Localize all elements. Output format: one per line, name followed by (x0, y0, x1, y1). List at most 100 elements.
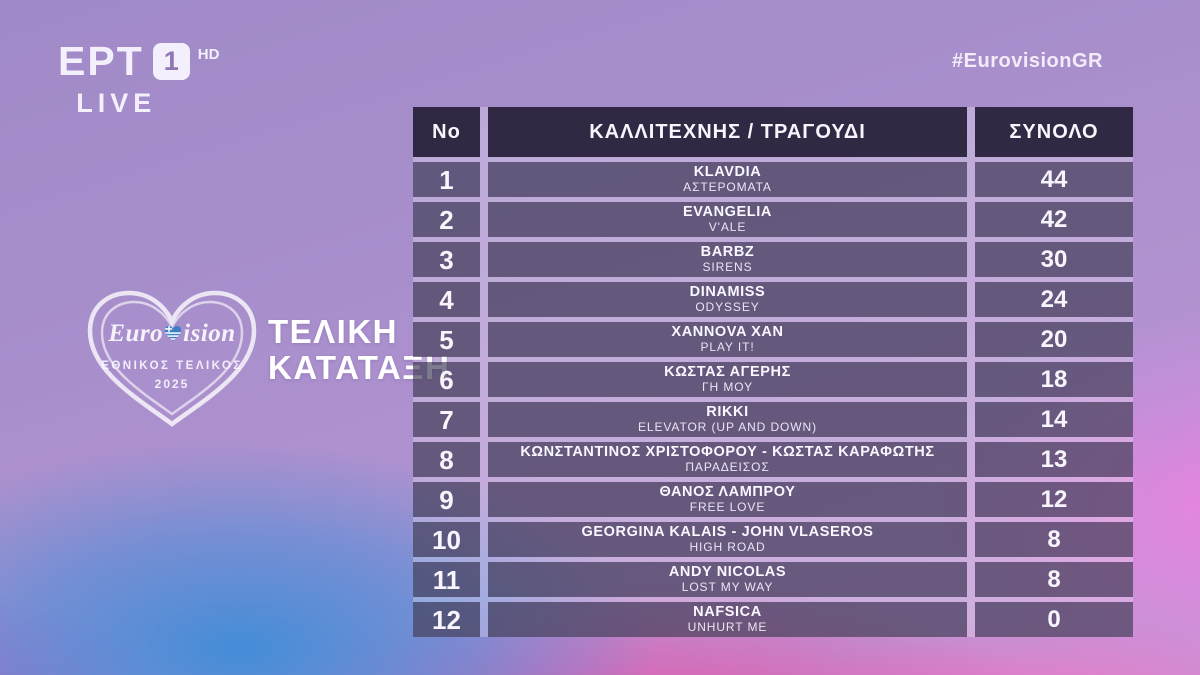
rank-value: 7 (439, 404, 454, 435)
artist-song-cell: XANNOVA XAN PLAY IT! (488, 322, 967, 357)
total-value: 14 (1040, 405, 1068, 433)
total-value: 0 (1047, 605, 1061, 633)
total-cell: 12 (975, 482, 1133, 517)
live-label: LIVE (76, 88, 157, 118)
header-rank-label: No (432, 120, 461, 143)
eurovision-logo: Euro ision ΕΘΝΙΚΟΣ ΤΕΛΙΚΟΣ 2025 (76, 284, 268, 436)
rank-cell: 3 (413, 242, 480, 277)
table-row: 1 KLAVDIA ΑΣΤΕΡΟΜΑΤΑ 44 (413, 162, 1133, 197)
rank-value: 6 (439, 364, 454, 395)
header-artist-song-label: ΚΑΛΛΙΤΕΧΝΗΣ / ΤΡΑΓΟΥΔΙ (589, 120, 866, 143)
rank-cell: 2 (413, 202, 480, 237)
song-title: HIGH ROAD (689, 540, 766, 555)
wordmark-pre: Euro (108, 320, 164, 347)
greek-flag-heart-icon (164, 326, 182, 341)
rank-cell: 9 (413, 482, 480, 517)
song-title: LOST MY WAY (681, 580, 774, 595)
event-year: 2025 (154, 377, 190, 391)
total-cell: 8 (975, 562, 1133, 597)
artist-name: DINAMISS (689, 283, 766, 300)
national-final-label: ΕΘΝΙΚΟΣ ΤΕΛΙΚΟΣ (101, 360, 243, 372)
artist-song-cell: ΚΩΣΤΑΣ ΑΓΕΡΗΣ ΓΗ ΜΟΥ (488, 362, 967, 397)
table-header-row: No ΚΑΛΛΙΤΕΧΝΗΣ / ΤΡΑΓΟΥΔΙ ΣΥΝΟΛΟ (413, 107, 1133, 157)
table-row: 7 RIKKI ELEVATOR (UP AND DOWN) 14 (413, 402, 1133, 437)
artist-name: EVANGELIA (683, 203, 772, 220)
total-value: 42 (1040, 205, 1068, 233)
artist-song-cell: GEORGINA KALAIS - JOHN VLASEROS HIGH ROA… (488, 522, 967, 557)
artist-song-cell: ΘΑΝΟΣ ΛΑΜΠΡΟΥ FREE LOVE (488, 482, 967, 517)
total-cell: 14 (975, 402, 1133, 437)
eurovision-wordmark: Euro ision (76, 320, 268, 348)
artist-song-cell: ΚΩΝΣΤΑΝΤΙΝΟΣ ΧΡΙΣΤΟΦΟΡΟΥ - ΚΩΣΤΑΣ ΚΑΡΑΦΩ… (488, 442, 967, 477)
total-cell: 24 (975, 282, 1133, 317)
artist-song-cell: EVANGELIA V'ALE (488, 202, 967, 237)
total-value: 24 (1040, 285, 1068, 313)
artist-name: GEORGINA KALAIS - JOHN VLASEROS (581, 523, 874, 540)
artist-song-cell: RIKKI ELEVATOR (UP AND DOWN) (488, 402, 967, 437)
rank-value: 10 (432, 524, 461, 555)
title-line-1: ΤΕΛΙΚΗ (268, 313, 399, 350)
total-value: 8 (1047, 565, 1061, 593)
total-cell: 20 (975, 322, 1133, 357)
rank-value: 9 (439, 484, 454, 515)
artist-name: KLAVDIA (693, 163, 762, 180)
rank-value: 1 (439, 164, 454, 195)
artist-name: XANNOVA XAN (671, 323, 784, 340)
total-cell: 18 (975, 362, 1133, 397)
song-title: V'ALE (708, 220, 747, 235)
song-title: UNHURT ME (687, 620, 768, 635)
total-cell: 44 (975, 162, 1133, 197)
total-value: 13 (1040, 445, 1068, 473)
song-title: PLAY IT! (700, 340, 755, 355)
table-row: 6 ΚΩΣΤΑΣ ΑΓΕΡΗΣ ΓΗ ΜΟΥ 18 (413, 362, 1133, 397)
table-row: 12 NAFSICA UNHURT ME 0 (413, 602, 1133, 637)
rank-value: 8 (439, 444, 454, 475)
total-cell: 13 (975, 442, 1133, 477)
artist-song-cell: DINAMISS ODYSSEY (488, 282, 967, 317)
song-title: ODYSSEY (695, 300, 760, 315)
table-row: 5 XANNOVA XAN PLAY IT! 20 (413, 322, 1133, 357)
total-cell: 42 (975, 202, 1133, 237)
artist-name: NAFSICA (693, 603, 762, 620)
artist-song-cell: KLAVDIA ΑΣΤΕΡΟΜΑΤΑ (488, 162, 967, 197)
rank-value: 4 (439, 284, 454, 315)
ert-channel-logo: EPT 1 HD LIVE (58, 38, 219, 119)
channel-number-badge: 1 (152, 43, 190, 80)
artist-song-cell: BARBZ SIRENS (488, 242, 967, 277)
rank-cell: 6 (413, 362, 480, 397)
rank-cell: 10 (413, 522, 480, 557)
artist-name: RIKKI (706, 403, 749, 420)
rank-cell: 5 (413, 322, 480, 357)
rank-cell: 11 (413, 562, 480, 597)
table-row: 8 ΚΩΝΣΤΑΝΤΙΝΟΣ ΧΡΙΣΤΟΦΟΡΟΥ - ΚΩΣΤΑΣ ΚΑΡΑ… (413, 442, 1133, 477)
table-row: 10 GEORGINA KALAIS - JOHN VLASEROS HIGH … (413, 522, 1133, 557)
total-value: 20 (1040, 325, 1068, 353)
song-title: ΠΑΡΑΔΕΙΣΟΣ (685, 460, 770, 475)
total-cell: 0 (975, 602, 1133, 637)
rank-cell: 7 (413, 402, 480, 437)
artist-name: ΚΩΝΣΤΑΝΤΙΝΟΣ ΧΡΙΣΤΟΦΟΡΟΥ - ΚΩΣΤΑΣ ΚΑΡΑΦΩ… (520, 443, 935, 460)
event-hashtag: #EurovisionGR (952, 50, 1103, 72)
artist-name: ANDY NICOLAS (668, 563, 787, 580)
rank-value: 3 (439, 244, 454, 275)
table-row: 3 BARBZ SIRENS 30 (413, 242, 1133, 277)
table-row: 11 ANDY NICOLAS LOST MY WAY 8 (413, 562, 1133, 597)
rank-cell: 1 (413, 162, 480, 197)
total-value: 8 (1047, 525, 1061, 553)
table-row: 9 ΘΑΝΟΣ ΛΑΜΠΡΟΥ FREE LOVE 12 (413, 482, 1133, 517)
table-row: 4 DINAMISS ODYSSEY 24 (413, 282, 1133, 317)
table-row: 2 EVANGELIA V'ALE 42 (413, 202, 1133, 237)
total-cell: 8 (975, 522, 1133, 557)
ert-logo-row: EPT 1 HD (58, 38, 219, 85)
wordmark-post: ision (183, 320, 236, 347)
song-title: FREE LOVE (689, 500, 766, 515)
artist-name: ΘΑΝΟΣ ΛΑΜΠΡΟΥ (659, 483, 796, 500)
artist-name: ΚΩΣΤΑΣ ΑΓΕΡΗΣ (664, 363, 791, 380)
rank-cell: 4 (413, 282, 480, 317)
total-cell: 30 (975, 242, 1133, 277)
ert-letters: EPT (58, 38, 144, 84)
hd-label: HD (197, 46, 220, 63)
rank-value: 12 (432, 604, 461, 635)
header-total-label: ΣΥΝΟΛΟ (1009, 120, 1099, 143)
